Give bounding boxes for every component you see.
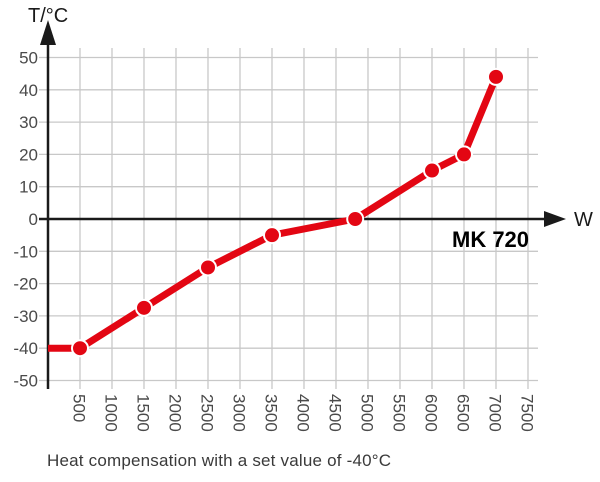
data-point (199, 258, 217, 277)
x-tick-label: 2000 (166, 394, 185, 432)
tick-labels: 50 40 30 20 10 0 -10 -20 -30 -40 -50 500 1000 1500 200… (13, 49, 536, 432)
device-label: MK 720 (452, 227, 529, 252)
data-point (487, 67, 505, 86)
chart-caption: Heat compensation with a set value of -4… (47, 451, 392, 470)
x-tick-label: 3000 (230, 394, 249, 432)
x-tick-label: 1000 (102, 394, 121, 432)
y-tick-label: -50 (13, 372, 38, 391)
data-point (423, 161, 441, 180)
data-point (455, 145, 473, 164)
y-tick-label: 10 (19, 178, 38, 197)
x-tick-label: 7500 (518, 394, 537, 432)
x-tick-label: 6000 (422, 394, 441, 432)
y-tick-label: 0 (29, 210, 38, 229)
x-axis-title: W (574, 209, 593, 231)
x-tick-label: 5000 (358, 394, 377, 432)
data-point (263, 226, 281, 245)
y-tick-label: -20 (13, 275, 38, 294)
y-tick-label: 40 (19, 81, 38, 100)
x-tick-label: 6500 (454, 394, 473, 432)
x-axis-arrow-icon (544, 211, 566, 227)
x-tick-label: 4500 (326, 394, 345, 432)
data-point (346, 210, 365, 228)
data-point (135, 298, 153, 317)
x-tick-label: 3500 (262, 394, 281, 432)
y-tick-label: -30 (13, 307, 38, 326)
data-point (71, 339, 89, 358)
x-tick-label: 5500 (390, 394, 409, 432)
x-tick-label: 2500 (198, 394, 217, 432)
y-axis-title: T/°C (28, 5, 68, 27)
y-tick-label: 20 (19, 145, 38, 164)
x-tick-label: 1500 (134, 394, 153, 432)
x-tick-label: 500 (70, 394, 89, 422)
y-tick-label: -40 (13, 339, 38, 358)
axes (39, 20, 566, 389)
y-tick-label: -10 (13, 242, 38, 261)
y-axis-arrow-icon (40, 20, 56, 45)
data-series (48, 67, 505, 358)
y-tick-label: 50 (19, 49, 38, 68)
x-tick-label: 4000 (294, 394, 313, 432)
heat-compensation-chart: 50 40 30 20 10 0 -10 -20 -30 -40 -50 500 1000 1500 200… (13, 5, 593, 432)
x-tick-label: 7000 (486, 394, 505, 432)
y-tick-label: 30 (19, 113, 38, 132)
